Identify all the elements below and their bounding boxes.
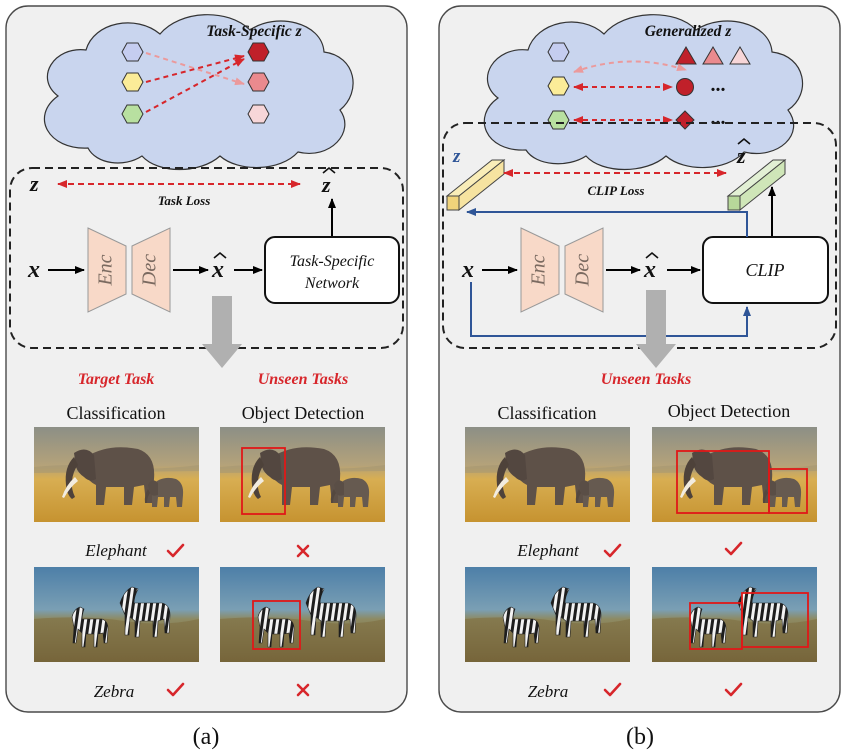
hex-yellow-icon [547, 76, 570, 96]
panel-b-ellipsis-row3: ... [711, 107, 726, 129]
panel-a-elephant-image-detection [220, 427, 385, 522]
panel-b-z-hat-label: z [736, 143, 746, 168]
panel-b-dec-label: Dec [572, 254, 594, 287]
panel-a-col2-header: Object Detection [242, 403, 364, 423]
panel-b-col2-header: Object Detection [668, 401, 790, 421]
panel-a-unseen-tasks: Unseen Tasks [258, 371, 349, 388]
panel-a: Task-Specific z z z Task Loss x Enc Dec … [5, 5, 408, 713]
hex-dark-red-icon [247, 42, 270, 62]
z-hat-embedding-cuboid [726, 158, 787, 212]
panel-b-elephant-image-detection [652, 427, 817, 522]
panel-b-blue-path-bottom [470, 282, 751, 337]
z-embedding-cuboid [445, 158, 506, 212]
triangle-mid-red-icon [702, 46, 724, 65]
diamond-dark-red-icon [675, 110, 695, 130]
panel-b-zebra-image-detection [651, 566, 818, 663]
panel-b-z-label: z [452, 146, 461, 167]
clip-label: CLIP [745, 260, 784, 280]
panel-b-row2-label: Zebra [528, 682, 569, 701]
panel-b-encoder [520, 227, 560, 313]
panel-b-background [438, 5, 841, 713]
hex-green-icon [547, 110, 570, 130]
panel-a-z-label: z [29, 171, 39, 196]
hex-blue-icon [121, 42, 144, 62]
hex-green-icon [121, 104, 144, 124]
panel-a-x-hat-label: x [211, 257, 224, 283]
panel-b-x-hat-caret [645, 251, 659, 259]
detection-box [768, 468, 808, 514]
hex-mid-red-icon [247, 72, 270, 92]
panel-a-cloud-title: Task-Specific z [206, 23, 301, 40]
detection-box [241, 447, 286, 515]
panel-b: Generalized z ... ... z z [438, 5, 841, 713]
panel-a-encoder [87, 227, 127, 313]
panel-b-decoder [564, 227, 604, 313]
hex-light-red-icon [247, 104, 270, 124]
panel-b-elephant-image-classification [465, 427, 630, 522]
panel-a-x-label: x [27, 257, 40, 283]
panel-a-mapping-arrows [145, 52, 245, 113]
clip-box [702, 236, 829, 304]
panel-b-x-hat-label: x [643, 257, 656, 283]
panel-b-col1-header: Classification [498, 403, 597, 423]
panel-a-dec-label: Dec [139, 254, 161, 287]
panel-b-enc-label: Enc [528, 254, 550, 286]
panel-b-zebra-image-classification [464, 566, 631, 663]
panel-a-cloud [43, 14, 354, 171]
task-specific-network-line1: Task-Specific [290, 253, 375, 270]
panel-a-col1-header: Classification [67, 403, 166, 423]
panel-b-clip-loss-label: CLIP Loss [588, 183, 645, 198]
panel-a-z-hat-label: z [321, 172, 331, 197]
panel-a-z-hat-caret [322, 166, 336, 174]
panel-b-caption: (b) [626, 724, 654, 750]
panel-b-z-hat-caret [737, 137, 751, 145]
panel-a-row2-label: Zebra [94, 682, 135, 701]
panel-a-gray-down-arrow [202, 296, 242, 368]
panel-a-zebra-image-classification [33, 566, 200, 663]
circle-dark-red-icon [676, 78, 694, 96]
panel-a-elephant-image-classification [34, 427, 199, 522]
panel-b-gray-down-arrow [636, 290, 676, 368]
hex-yellow-icon [121, 72, 144, 92]
detection-box [252, 600, 301, 650]
panel-a-zebra-image-detection [219, 566, 386, 663]
task-specific-network-line2: Network [304, 275, 360, 292]
panel-b-row1-label: Elephant [516, 541, 580, 560]
panel-a-decoder [131, 227, 171, 313]
panel-b-ellipsis-row2: ... [711, 74, 726, 96]
triangle-light-red-icon [729, 46, 751, 65]
panel-b-unseen-tasks: Unseen Tasks [601, 371, 692, 388]
panel-b-cloud-title: Generalized z [645, 23, 732, 40]
detection-box [741, 592, 809, 648]
panel-a-row1-label: Elephant [84, 541, 148, 560]
panel-a-x-hat-caret [213, 251, 227, 259]
hex-blue-icon [547, 42, 570, 62]
panel-a-caption: (a) [193, 724, 220, 750]
task-specific-network-box [264, 236, 400, 304]
panel-b-x-label: x [461, 257, 474, 283]
panel-b-mapping-arrows [573, 60, 687, 124]
panel-b-blue-path-top [466, 208, 748, 237]
panel-a-target-task: Target Task [78, 371, 155, 388]
panel-a-task-loss-label: Task Loss [158, 193, 211, 208]
panel-a-enc-label: Enc [95, 254, 117, 286]
